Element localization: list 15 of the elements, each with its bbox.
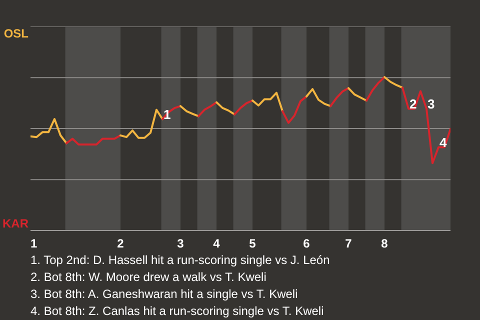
annotation: 3 (428, 96, 435, 112)
text: 3. Bot 8th: A. Ganeshwaran hit a single vs T. Kweli (30, 287, 298, 301)
text: 4. Bot 8th: Z. Canlas hit a run-scoring single vs T. Kweli (30, 304, 324, 318)
text: 1. Top 2nd: D. Hassell hit a run-scoring single vs J. León (30, 253, 330, 267)
text: KAR (2, 216, 29, 230)
x-tick-label: 3 (177, 236, 184, 250)
x-tick-label: 1 (30, 236, 38, 250)
x-tick-label: 4 (213, 236, 220, 250)
x-tick-label: 7 (345, 236, 352, 250)
x-tick-label: 5 (249, 236, 256, 250)
x-tick-label: 2 (117, 236, 124, 250)
x-tick-label: 8 (381, 236, 388, 250)
x-tick-label: 6 (303, 236, 310, 250)
text: OSL (4, 26, 29, 40)
text: 2. Bot 8th: W. Moore drew a walk vs T. Kweli (30, 270, 266, 284)
